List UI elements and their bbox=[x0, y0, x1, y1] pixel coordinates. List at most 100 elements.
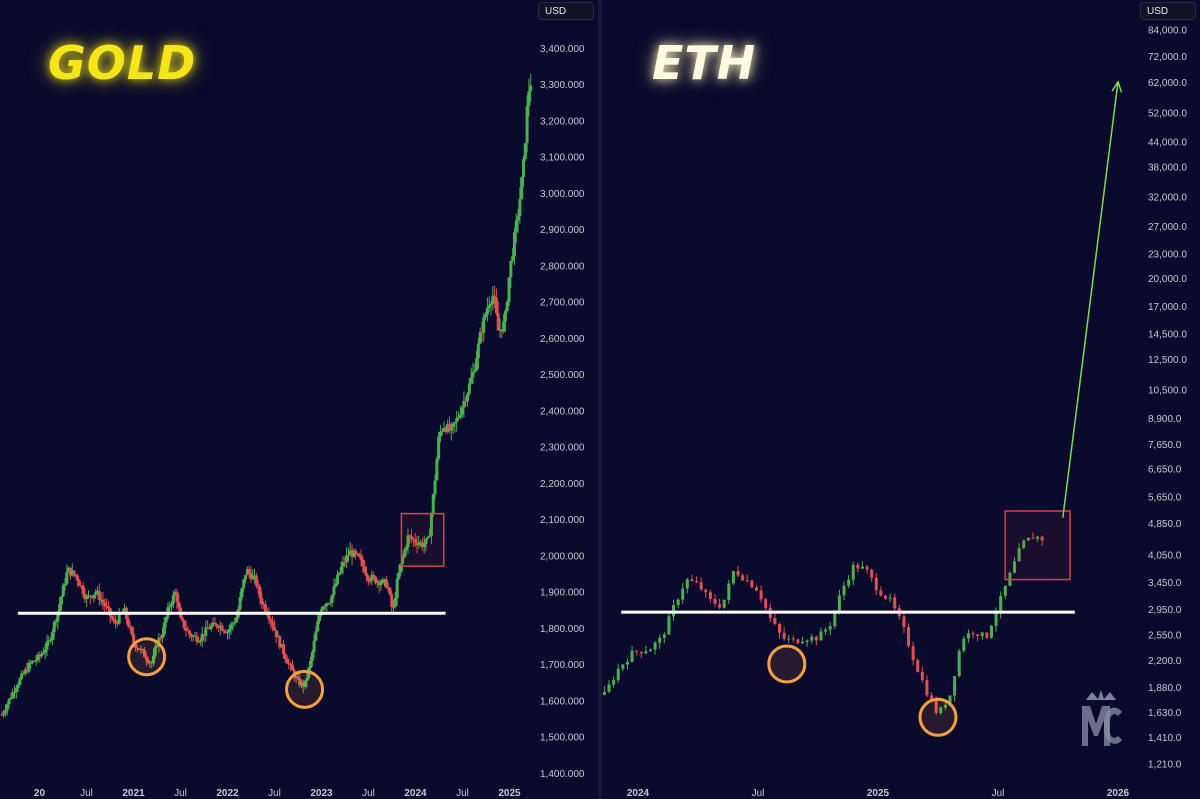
gold-candle-body bbox=[177, 601, 181, 608]
eth-y-tick-label: 38,000.0 bbox=[1148, 163, 1187, 174]
gold-candle-body bbox=[527, 91, 531, 107]
gold-candle-body bbox=[361, 559, 365, 567]
gold-candle-body bbox=[14, 687, 18, 692]
gold-candle-body bbox=[359, 556, 363, 560]
gold-candle-body bbox=[101, 599, 105, 603]
eth-candle-body bbox=[607, 684, 611, 692]
gold-breakout-box bbox=[400, 512, 445, 567]
gold-candle-body bbox=[11, 692, 15, 699]
eth-y-tick-label: 2,550.0 bbox=[1148, 630, 1182, 641]
gold-candle-body bbox=[157, 637, 161, 646]
gold-candle-body bbox=[117, 613, 121, 624]
eth-candle-body bbox=[953, 676, 957, 696]
gold-candle-body bbox=[175, 592, 179, 602]
gold-candle-body bbox=[404, 547, 408, 551]
gold-candle-body bbox=[27, 662, 31, 672]
gold-candle-body bbox=[281, 644, 285, 655]
gold-candle-body bbox=[325, 603, 329, 607]
gold-x-tick-label: 2024 bbox=[404, 788, 427, 799]
eth-candle-body bbox=[704, 589, 708, 593]
eth-y-tick-label: 1,880.0 bbox=[1148, 683, 1182, 694]
gold-x-tick-label: Jul bbox=[362, 788, 375, 799]
eth-candle-body bbox=[989, 625, 993, 638]
eth-candle-body bbox=[966, 633, 970, 639]
gold-candle-body bbox=[206, 627, 210, 629]
gold-candle-body bbox=[471, 371, 475, 378]
gold-candle-body bbox=[355, 553, 359, 555]
gold-candle-body bbox=[502, 321, 506, 332]
gold-candle-body bbox=[88, 595, 92, 597]
panel-divider[interactable] bbox=[598, 0, 602, 799]
gold-candle-body bbox=[420, 542, 424, 548]
gold-candle-body bbox=[61, 585, 65, 597]
gold-candle-body bbox=[464, 400, 468, 402]
eth-candle-body bbox=[999, 595, 1003, 613]
gold-candle-body bbox=[235, 617, 239, 623]
gold-candle-body bbox=[290, 664, 294, 671]
gold-y-tick-label: 3,100.000 bbox=[540, 153, 585, 164]
eth-candle-body bbox=[847, 579, 851, 586]
eth-candle-body bbox=[948, 695, 952, 705]
gold-candle-body bbox=[103, 602, 107, 606]
gold-candle-body bbox=[182, 620, 186, 629]
eth-x-tick-label: Jul bbox=[752, 788, 765, 799]
eth-candle-body bbox=[718, 603, 722, 608]
gold-candle-body bbox=[204, 627, 208, 636]
eth-currency-label[interactable]: USD bbox=[1140, 2, 1196, 20]
gold-candle-body bbox=[173, 592, 177, 595]
gold-candle-body bbox=[161, 634, 165, 639]
gold-candle-body bbox=[339, 566, 343, 573]
gold-candle-body bbox=[426, 537, 430, 539]
gold-candle-body bbox=[128, 626, 132, 628]
gold-candle-body bbox=[43, 649, 47, 653]
gold-y-tick-label: 2,600.000 bbox=[540, 334, 585, 345]
gold-candle-body bbox=[79, 585, 83, 587]
eth-candle-body bbox=[681, 588, 685, 600]
gold-candle-body bbox=[186, 630, 190, 632]
gold-candle-body bbox=[514, 220, 518, 233]
gold-x-tick-label: 2023 bbox=[310, 788, 333, 799]
eth-candle-body bbox=[819, 631, 823, 641]
eth-x-tick-label: 2025 bbox=[867, 788, 890, 799]
eth-candle-body bbox=[773, 618, 777, 624]
eth-candle-body bbox=[713, 598, 717, 604]
gold-candle-body bbox=[207, 628, 211, 630]
eth-candle-body bbox=[976, 634, 980, 637]
gold-y-tick-label: 2,400.000 bbox=[540, 406, 585, 417]
eth-candle-body bbox=[930, 695, 934, 700]
gold-candle-body bbox=[341, 562, 345, 567]
gold-candle-body bbox=[401, 557, 405, 564]
gold-candle-body bbox=[7, 698, 11, 705]
gold-candle-body bbox=[314, 631, 318, 641]
gold-candle-body bbox=[227, 628, 231, 633]
eth-candle-body bbox=[754, 587, 758, 591]
eth-candle-body bbox=[1036, 536, 1040, 539]
gold-candle-body bbox=[410, 536, 414, 539]
gold-candle-body bbox=[256, 585, 260, 587]
eth-candle-body bbox=[1022, 540, 1026, 549]
gold-candle-body bbox=[105, 605, 109, 607]
eth-y-tick-label: 3,450.0 bbox=[1148, 578, 1182, 589]
gold-candle-body bbox=[274, 630, 278, 638]
gold-y-tick-label: 1,800.000 bbox=[540, 624, 585, 635]
gold-candle-body bbox=[85, 596, 89, 600]
gold-candle-body bbox=[505, 301, 509, 312]
eth-candle-body bbox=[639, 651, 643, 654]
gold-candle-body bbox=[97, 590, 101, 600]
gold-candle-body bbox=[238, 597, 242, 610]
gold-candle-body bbox=[366, 576, 370, 581]
eth-candle-body bbox=[787, 638, 791, 640]
gold-candle-body bbox=[168, 606, 172, 608]
gold-candle-body bbox=[225, 632, 229, 634]
gold-candle-body bbox=[285, 659, 289, 664]
gold-currency-label[interactable]: USD bbox=[538, 2, 594, 20]
eth-candle-body bbox=[1017, 548, 1021, 562]
gold-candle-body bbox=[415, 542, 419, 546]
gold-candle-body bbox=[38, 654, 42, 657]
gold-candle-body bbox=[511, 256, 515, 261]
gold-candle-body bbox=[269, 619, 273, 622]
gold-title: GOLD bbox=[48, 36, 197, 90]
gold-candle-body bbox=[363, 566, 367, 574]
eth-y-tick-label: 12,500.0 bbox=[1148, 355, 1187, 366]
gold-candle-body bbox=[25, 669, 29, 672]
